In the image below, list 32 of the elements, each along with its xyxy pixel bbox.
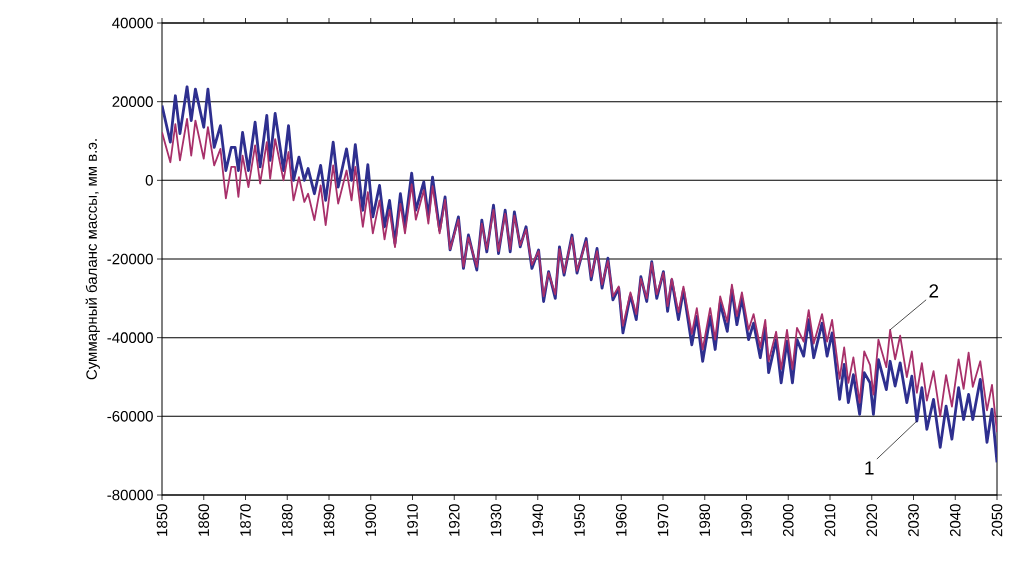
annotation: 1 (865, 461, 874, 475)
y-tick-label: -40000 (107, 332, 153, 343)
x-tick-label: 1990 (741, 504, 752, 536)
x-tick-label: 2010 (824, 504, 836, 537)
x-tick-label: 2020 (866, 504, 878, 537)
line-series (162, 118, 998, 433)
x-tick-label: 1970 (657, 504, 669, 536)
x-tick-label: 1850 (156, 504, 168, 536)
x-tick-label: 2040 (949, 504, 961, 537)
annotation: 2 (929, 284, 939, 298)
y-tick-label: -60000 (107, 411, 153, 422)
y-axis-title: Суммарный баланс массы, мм в.э. (85, 139, 100, 380)
y-tick-label: 20000 (112, 96, 153, 107)
x-tick-label: 1880 (281, 504, 293, 536)
x-tick-label: 1890 (323, 504, 335, 536)
x-tick-label: 1910 (407, 504, 418, 536)
x-tick-label: 1960 (615, 504, 627, 536)
y-tick-label: -80000 (107, 489, 153, 501)
x-tick-label: 2030 (908, 504, 919, 537)
x-tick-label: 2050 (991, 504, 1003, 537)
x-tick-label: 2000 (782, 504, 794, 537)
x-tick-label: 1900 (365, 504, 377, 536)
y-tick-label: 40000 (112, 17, 153, 29)
y-tick-label: 0 (145, 175, 153, 186)
x-tick-label: 1870 (240, 504, 251, 536)
x-tick-label: 1930 (490, 504, 502, 536)
x-tick-label: 1980 (699, 504, 711, 536)
x-tick-label: 1950 (574, 504, 585, 536)
x-tick-label: 1940 (532, 504, 544, 536)
x-tick-label: 1860 (198, 504, 210, 536)
x-tick-label: 1920 (448, 504, 460, 536)
y-tick-label: -20000 (107, 253, 153, 265)
